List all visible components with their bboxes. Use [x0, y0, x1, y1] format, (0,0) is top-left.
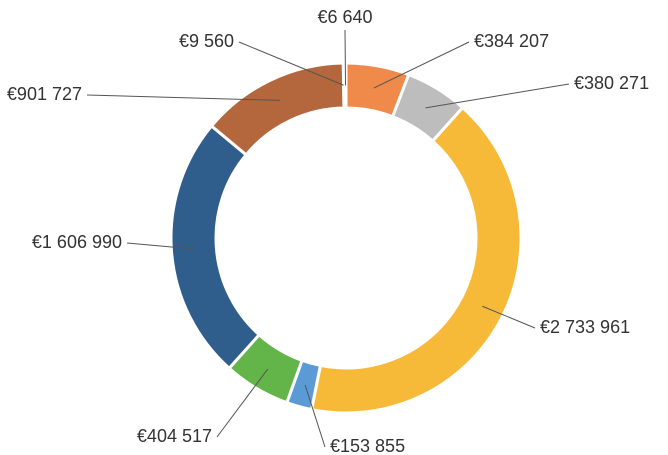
data-label: €1 606 990: [32, 232, 122, 252]
data-label: €380 271: [574, 73, 649, 93]
leader-line: [425, 83, 570, 109]
data-label: €9 560: [179, 31, 234, 51]
leader-line: [373, 41, 470, 89]
data-label: €384 207: [474, 31, 549, 51]
leader-line: [344, 29, 347, 86]
donut-slice: [309, 105, 523, 415]
data-label: €6 640: [317, 7, 372, 27]
data-label: €2 733 961: [540, 317, 630, 337]
leader-line: [304, 384, 326, 448]
leader-line: [216, 368, 269, 438]
leader-line: [238, 41, 345, 86]
leader-line: [482, 305, 536, 329]
data-label: €901 727: [7, 84, 82, 104]
donut-slice: [169, 123, 262, 371]
data-label: €404 517: [137, 426, 212, 446]
leader-line: [126, 242, 194, 250]
data-label: €153 855: [330, 436, 405, 455]
leader-line: [86, 94, 281, 101]
